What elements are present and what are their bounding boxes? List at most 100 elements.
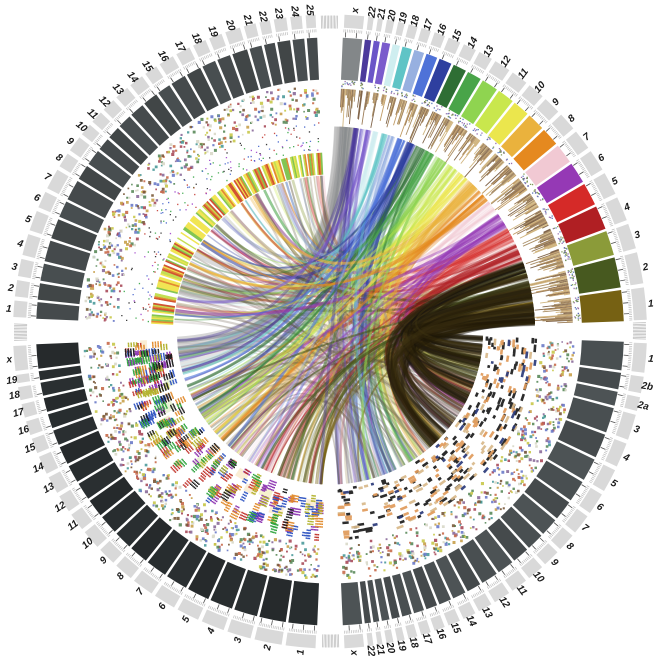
chromosome-ideogram[interactable] [88,151,132,188]
chromosome-ideogram[interactable] [36,302,80,321]
synteny-ribbon[interactable] [377,165,453,460]
chromosome-ideogram[interactable] [288,580,319,626]
chromosome-ideogram[interactable] [474,90,513,134]
synteny-ribbon[interactable] [189,262,355,483]
synteny-ribbon[interactable] [352,156,439,481]
synteny-ribbon[interactable] [339,227,509,485]
chromosome-ideogram[interactable] [102,490,146,532]
synteny-ribbon[interactable] [360,143,414,475]
synteny-ribbon[interactable] [393,265,526,434]
synteny-ribbon[interactable] [364,141,415,461]
chromosome-ideogram[interactable] [232,49,259,94]
synteny-ribbon[interactable] [178,348,358,483]
synteny-ribbon[interactable] [373,153,434,468]
chromosome-ideogram[interactable] [359,581,371,624]
chromosome-ideogram[interactable] [548,184,595,223]
chromosome-ideogram[interactable] [158,85,193,127]
chromosome-ideogram[interactable] [119,116,159,156]
chromosome-ideogram[interactable] [392,46,412,90]
chromosome-ideogram[interactable] [188,552,226,600]
synteny-ribbon[interactable] [174,318,383,476]
synteny-ribbon[interactable] [207,157,441,425]
synteny-ribbon[interactable] [181,127,357,373]
synteny-ribbon[interactable] [212,152,432,431]
chromosome-ideogram[interactable] [67,181,114,219]
synteny-ribbon[interactable] [374,166,454,460]
synteny-ribbon[interactable] [352,131,379,478]
synteny-ribbon[interactable] [272,166,453,474]
synteny-ribbon[interactable] [403,312,535,342]
synteny-ribbon[interactable] [358,141,410,476]
chromosome-ideogram[interactable] [448,548,481,592]
chromosome-ideogram[interactable] [78,462,123,499]
chromosome-ideogram[interactable] [412,53,438,97]
synteny-ribbon[interactable] [187,265,425,453]
synteny-ribbon[interactable] [415,264,525,348]
chromosome-ideogram[interactable] [186,67,219,112]
synteny-ribbon[interactable] [367,152,433,456]
chromosome-ideogram[interactable] [423,561,451,605]
chromosome-ideogram[interactable] [501,115,543,158]
chromosome-ideogram[interactable] [99,139,140,175]
synteny-ribbon[interactable] [227,138,401,448]
synteny-ribbon[interactable] [408,286,531,355]
synteny-ribbon[interactable] [198,147,423,411]
synteny-ribbon[interactable] [179,136,394,360]
synteny-ribbon[interactable] [174,320,360,483]
chromosome-ideogram[interactable] [460,539,497,583]
chromosome-ideogram[interactable] [359,39,372,82]
synteny-ribbon[interactable] [358,152,432,477]
synteny-ribbon[interactable] [250,224,506,464]
chromosome-ideogram[interactable] [210,561,246,609]
chromosome-ideogram[interactable] [167,541,207,588]
chromosome-ideogram[interactable] [367,579,380,623]
synteny-ribbon[interactable] [342,129,371,483]
chromosome-ideogram[interactable] [536,163,583,204]
synteny-ribbon[interactable] [366,154,435,466]
synteny-ribbon[interactable] [248,215,500,462]
chromosome-ideogram[interactable] [374,42,391,85]
synteny-ribbon[interactable] [385,260,524,441]
synteny-ribbon[interactable] [360,143,416,473]
chromosome-ideogram[interactable] [487,518,528,561]
synteny-ribbon[interactable] [222,364,473,442]
synteny-ribbon[interactable] [318,128,360,485]
synteny-ribbon[interactable] [259,223,505,468]
chromosome-ideogram[interactable] [44,240,91,272]
synteny-ribbon[interactable] [320,143,413,253]
synteny-ribbon[interactable] [177,129,369,304]
synteny-ribbon[interactable] [396,316,535,413]
chromosome-ideogram[interactable] [557,420,606,458]
chromosome-ideogram[interactable] [38,365,82,381]
chromosome-ideogram[interactable] [558,206,606,244]
chromosome-ideogram[interactable] [306,37,319,81]
synteny-ribbon[interactable] [222,302,534,442]
synteny-ribbon[interactable] [178,131,376,359]
chromosome-ideogram[interactable] [367,40,380,84]
synteny-ribbon[interactable] [177,127,356,342]
synteny-ribbon[interactable] [377,151,430,460]
synteny-ribbon[interactable] [210,221,505,286]
synteny-ribbon[interactable] [365,143,414,467]
chromosome-ideogram[interactable] [436,64,466,108]
synteny-ribbon[interactable] [407,288,532,366]
chromosome-ideogram[interactable] [402,49,425,93]
chromosome-ideogram[interactable] [59,430,105,464]
synteny-ribbon[interactable] [400,270,527,385]
chromosome-ideogram[interactable] [36,342,80,369]
synteny-ribbon[interactable] [355,135,398,471]
chromosome-ideogram[interactable] [259,576,292,623]
synteny-ribbon[interactable] [177,345,353,484]
synteny-ribbon[interactable] [384,165,452,440]
chromosome-ideogram[interactable] [147,529,189,575]
chromosome-ideogram[interactable] [573,383,618,406]
chromosome-ideogram[interactable] [53,416,98,445]
synteny-ribbon[interactable] [178,127,347,358]
synteny-ribbon[interactable] [361,157,441,480]
synteny-ribbon[interactable] [416,319,535,351]
synteny-ribbon[interactable] [277,134,392,257]
chromosome-ideogram[interactable] [374,578,390,621]
chromosome-ideogram[interactable] [341,37,363,81]
synteny-ribbon[interactable] [348,142,413,482]
synteny-ribbon[interactable] [384,165,452,440]
